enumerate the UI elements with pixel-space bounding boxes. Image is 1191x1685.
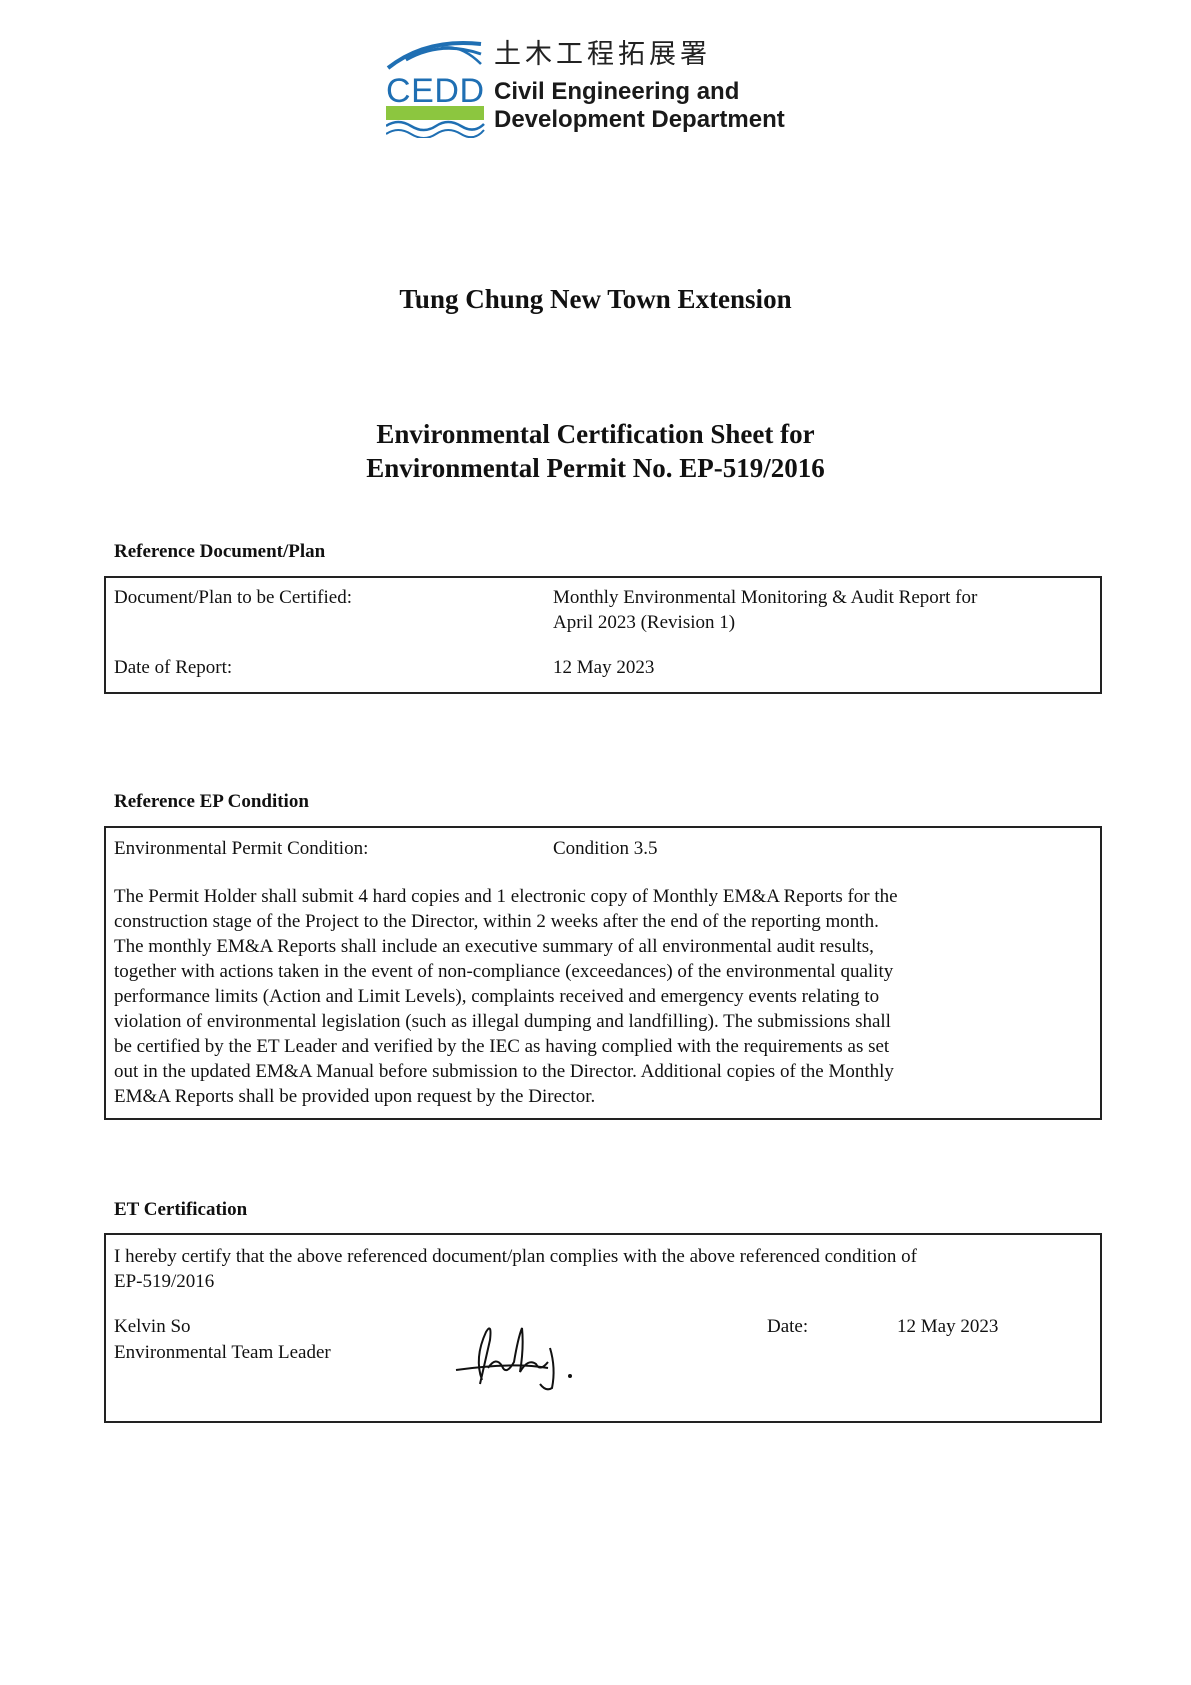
- et-certification-box: [104, 1233, 1102, 1423]
- sheet-title-line2: Environmental Permit No. EP-519/2016: [366, 453, 825, 483]
- paragraph-line: violation of environmental legislation (…: [114, 1011, 891, 1032]
- doc-value-line2: April 2023 (Revision 1): [553, 612, 736, 633]
- logo-english-name-line2: Development Department: [494, 106, 785, 133]
- paragraph-line: be certified by the ET Leader and verifi…: [114, 1036, 890, 1057]
- paragraph-line: construction stage of the Project to the…: [114, 911, 879, 932]
- doc-label: Document/Plan to be Certified:: [114, 587, 352, 608]
- project-title: Tung Chung New Town Extension: [399, 284, 792, 314]
- condition-paragraph: The Permit Holder shall submit 4 hard co…: [114, 884, 898, 1109]
- paragraph-line: performance limits (Action and Limit Lev…: [114, 986, 880, 1007]
- reference-document-box: [104, 576, 1102, 694]
- certification-date-label: Date:: [767, 1316, 809, 1337]
- condition-label: Environmental Permit Condition:: [114, 838, 369, 859]
- logo-chinese-name: 土木工程拓展署: [494, 39, 711, 70]
- certification-date-value: 12 May 2023: [897, 1316, 999, 1337]
- date-of-report-label: Date of Report:: [114, 657, 233, 678]
- certification-statement-line2: EP-519/2016: [114, 1271, 215, 1292]
- signature-image: [455, 1327, 572, 1391]
- svg-text:CEDD: CEDD: [386, 72, 484, 110]
- paragraph-line: out in the updated EM&A Manual before su…: [114, 1061, 894, 1082]
- signatory-name: Kelvin So: [114, 1316, 191, 1337]
- certification-statement-line1: I hereby certify that the above referenc…: [114, 1246, 917, 1267]
- paragraph-line: The Permit Holder shall submit 4 hard co…: [114, 886, 898, 907]
- cedd-logo: CEDD 土木工程拓展署 Civil Engineering and Devel…: [386, 30, 816, 138]
- date-of-report-value: 12 May 2023: [553, 657, 655, 678]
- reference-ep-heading: Reference EP Condition: [114, 791, 309, 812]
- paragraph-line: The monthly EM&A Reports shall include a…: [114, 936, 874, 957]
- reference-ep-box: [104, 826, 1102, 1120]
- paragraph-line: EM&A Reports shall be provided upon requ…: [114, 1086, 596, 1107]
- et-certification-heading: ET Certification: [114, 1199, 248, 1220]
- condition-value: Condition 3.5: [553, 838, 658, 859]
- doc-value-line1: Monthly Environmental Monitoring & Audit…: [553, 587, 978, 608]
- reference-document-heading: Reference Document/Plan: [114, 541, 326, 562]
- cedd-logo-mark: CEDD: [386, 41, 485, 138]
- sheet-title-line1: Environmental Certification Sheet for: [376, 419, 815, 449]
- paragraph-line: together with actions taken in the event…: [114, 961, 894, 982]
- signatory-role: Environmental Team Leader: [114, 1342, 331, 1363]
- logo-english-name-line1: Civil Engineering and: [494, 78, 740, 105]
